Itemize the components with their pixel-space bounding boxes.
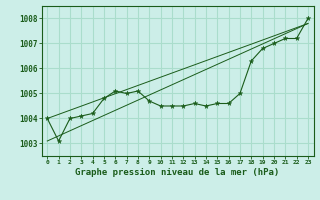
X-axis label: Graphe pression niveau de la mer (hPa): Graphe pression niveau de la mer (hPa) bbox=[76, 168, 280, 177]
